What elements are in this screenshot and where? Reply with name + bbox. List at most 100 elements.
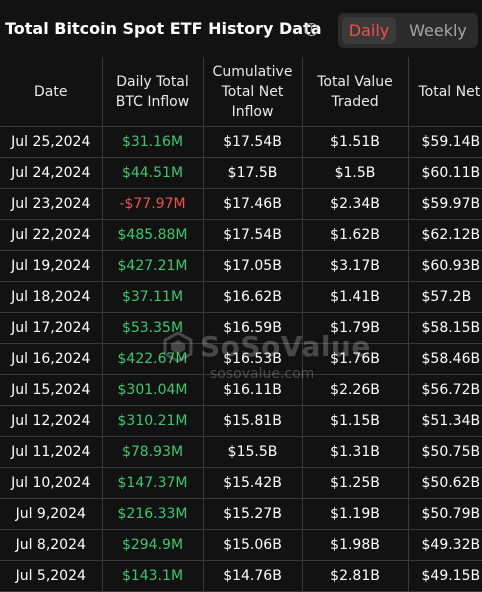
table-body: Jul 25,2024 $31.16M $17.54B $1.51B $59.14B Ju… <box>0 126 482 592</box>
cell-daily-inflow: $427.21M <box>102 250 204 282</box>
cell-date: Jul 25,2024 <box>0 126 103 158</box>
cell-date: Jul 18,2024 <box>0 281 103 313</box>
cell-cumulative-inflow: $16.11B <box>203 374 303 406</box>
cell-value-traded: $1.25B <box>302 467 409 499</box>
cell-cumulative-inflow: $15.06B <box>203 529 303 561</box>
table-header-row: Date Daily Total BTC Inflow Cumulative T… <box>0 57 482 127</box>
weekly-tab[interactable]: Weekly <box>409 21 467 40</box>
cell-value-traded: $2.81B <box>302 560 409 592</box>
cell-date: Jul 23,2024 <box>0 188 103 220</box>
table-row[interactable]: Jul 22,2024 $485.88M $17.54B $1.62B $62.12B <box>0 219 482 251</box>
column-header-date[interactable]: Date <box>0 57 103 127</box>
cell-daily-inflow: $44.51M <box>102 157 204 189</box>
cell-daily-inflow: -$77.97M <box>102 188 204 220</box>
cell-net-assets: $56.72B <box>408 374 482 406</box>
cell-cumulative-inflow: $14.76B <box>203 560 303 592</box>
table-row[interactable]: Jul 12,2024 $310.21M $15.81B $1.15B $51.34B <box>0 405 482 437</box>
cell-daily-inflow: $147.37M <box>102 467 204 499</box>
period-toggle: Daily Weekly <box>338 13 478 48</box>
cell-daily-inflow: $31.16M <box>102 126 204 158</box>
table-row[interactable]: Jul 8,2024 $294.9M $15.06B $1.98B $49.32B <box>0 529 482 561</box>
cell-value-traded: $1.51B <box>302 126 409 158</box>
table-row[interactable]: Jul 15,2024 $301.04M $16.11B $2.26B $56.72B <box>0 374 482 406</box>
cell-net-assets: $58.15B <box>408 312 482 344</box>
table-row[interactable]: Jul 23,2024 -$77.97M $17.46B $2.34B $59.97B <box>0 188 482 220</box>
cell-daily-inflow: $422.67M <box>102 343 204 375</box>
cell-cumulative-inflow: $17.54B <box>203 126 303 158</box>
cell-net-assets: $51.34B <box>408 405 482 437</box>
cell-net-assets: $58.46B <box>408 343 482 375</box>
cell-value-traded: $3.17B <box>302 250 409 282</box>
daily-tab[interactable]: Daily <box>342 17 396 44</box>
cell-net-assets: $50.79B <box>408 498 482 530</box>
cell-date: Jul 15,2024 <box>0 374 103 406</box>
table-row[interactable]: Jul 16,2024 $422.67M $16.53B $1.76B $58.46B <box>0 343 482 375</box>
info-icon[interactable]: i <box>305 23 318 36</box>
cell-date: Jul 10,2024 <box>0 467 103 499</box>
table-row[interactable]: Jul 25,2024 $31.16M $17.54B $1.51B $59.14B <box>0 126 482 158</box>
cell-cumulative-inflow: $16.62B <box>203 281 303 313</box>
table-row[interactable]: Jul 9,2024 $216.33M $15.27B $1.19B $50.79B <box>0 498 482 530</box>
table-row[interactable]: Jul 24,2024 $44.51M $17.5B $1.5B $60.11B <box>0 157 482 189</box>
cell-value-traded: $1.62B <box>302 219 409 251</box>
cell-value-traded: $1.98B <box>302 529 409 561</box>
cell-net-assets: $60.11B <box>408 157 482 189</box>
cell-daily-inflow: $294.9M <box>102 529 204 561</box>
cell-daily-inflow: $37.11M <box>102 281 204 313</box>
cell-net-assets: $57.2B <box>408 281 482 313</box>
cell-cumulative-inflow: $17.46B <box>203 188 303 220</box>
column-header-cumulative-inflow[interactable]: Cumulative Total Net Inflow <box>203 57 303 127</box>
cell-value-traded: $1.31B <box>302 436 409 468</box>
column-header-value-traded[interactable]: Total Value Traded <box>302 57 409 127</box>
cell-cumulative-inflow: $16.53B <box>203 343 303 375</box>
cell-net-assets: $62.12B <box>408 219 482 251</box>
cell-value-traded: $1.79B <box>302 312 409 344</box>
header-bar: Total Bitcoin Spot ETF History Data i Da… <box>0 0 482 57</box>
cell-value-traded: $2.26B <box>302 374 409 406</box>
cell-value-traded: $1.76B <box>302 343 409 375</box>
column-header-daily-inflow[interactable]: Daily Total BTC Inflow <box>102 57 204 127</box>
cell-value-traded: $1.41B <box>302 281 409 313</box>
cell-net-assets: $50.75B <box>408 436 482 468</box>
cell-daily-inflow: $143.1M <box>102 560 204 592</box>
etf-history-table: Date Daily Total BTC Inflow Cumulative T… <box>0 57 482 592</box>
cell-cumulative-inflow: $15.81B <box>203 405 303 437</box>
table-row[interactable]: Jul 18,2024 $37.11M $16.62B $1.41B $57.2B <box>0 281 482 313</box>
cell-daily-inflow: $216.33M <box>102 498 204 530</box>
cell-net-assets: $60.93B <box>408 250 482 282</box>
cell-value-traded: $1.15B <box>302 405 409 437</box>
cell-value-traded: $1.5B <box>302 157 409 189</box>
table-row[interactable]: Jul 11,2024 $78.93M $15.5B $1.31B $50.75B <box>0 436 482 468</box>
cell-daily-inflow: $301.04M <box>102 374 204 406</box>
cell-date: Jul 12,2024 <box>0 405 103 437</box>
cell-daily-inflow: $78.93M <box>102 436 204 468</box>
cell-date: Jul 11,2024 <box>0 436 103 468</box>
column-header-net-assets[interactable]: Total Net Assets <box>408 57 482 127</box>
cell-cumulative-inflow: $15.27B <box>203 498 303 530</box>
cell-date: Jul 8,2024 <box>0 529 103 561</box>
page-title: Total Bitcoin Spot ETF History Data <box>5 19 322 38</box>
cell-value-traded: $1.19B <box>302 498 409 530</box>
cell-cumulative-inflow: $17.54B <box>203 219 303 251</box>
cell-daily-inflow: $485.88M <box>102 219 204 251</box>
cell-date: Jul 17,2024 <box>0 312 103 344</box>
cell-cumulative-inflow: $15.42B <box>203 467 303 499</box>
cell-date: Jul 24,2024 <box>0 157 103 189</box>
table-row[interactable]: Jul 10,2024 $147.37M $15.42B $1.25B $50.62B <box>0 467 482 499</box>
table-row[interactable]: Jul 5,2024 $143.1M $14.76B $2.81B $49.15B <box>0 560 482 592</box>
cell-date: Jul 9,2024 <box>0 498 103 530</box>
cell-cumulative-inflow: $17.05B <box>203 250 303 282</box>
cell-date: Jul 22,2024 <box>0 219 103 251</box>
cell-date: Jul 16,2024 <box>0 343 103 375</box>
cell-daily-inflow: $53.35M <box>102 312 204 344</box>
cell-net-assets: $49.32B <box>408 529 482 561</box>
cell-net-assets: $59.97B <box>408 188 482 220</box>
cell-value-traded: $2.34B <box>302 188 409 220</box>
cell-cumulative-inflow: $17.5B <box>203 157 303 189</box>
cell-date: Jul 5,2024 <box>0 560 103 592</box>
table-row[interactable]: Jul 17,2024 $53.35M $16.59B $1.79B $58.15B <box>0 312 482 344</box>
table-row[interactable]: Jul 19,2024 $427.21M $17.05B $3.17B $60.93B <box>0 250 482 282</box>
cell-net-assets: $50.62B <box>408 467 482 499</box>
cell-cumulative-inflow: $15.5B <box>203 436 303 468</box>
cell-daily-inflow: $310.21M <box>102 405 204 437</box>
